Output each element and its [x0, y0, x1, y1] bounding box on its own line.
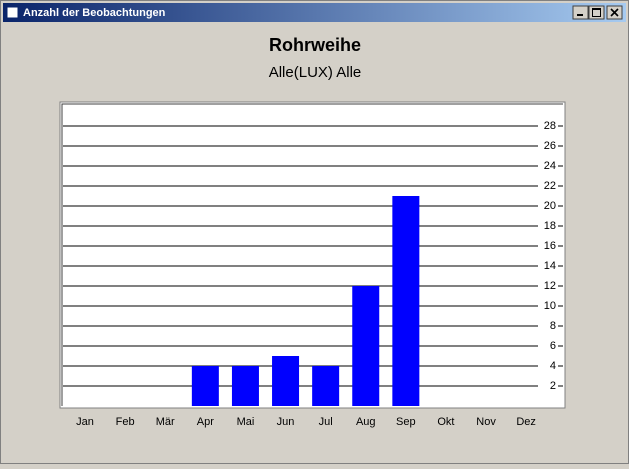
bar — [312, 366, 340, 406]
minimize-button[interactable] — [572, 5, 589, 20]
y-tick-label: 8 — [550, 320, 556, 332]
bar — [272, 356, 300, 406]
y-tick-label: 16 — [544, 240, 556, 252]
y-tick-label: 24 — [544, 160, 556, 172]
x-tick-label: Okt — [437, 416, 454, 428]
x-tick-label: Nov — [476, 416, 496, 428]
y-tick-label: 4 — [550, 360, 556, 372]
y-tick-label: 14 — [544, 260, 556, 272]
x-tick-label: Jun — [277, 416, 295, 428]
x-tick-label: Jan — [76, 416, 94, 428]
y-tick-label: 26 — [544, 140, 556, 152]
y-tick-label: 28 — [544, 120, 556, 132]
x-tick-label: Mär — [156, 416, 175, 428]
plot-edge — [61, 103, 565, 408]
x-tick-label: Aug — [356, 416, 376, 428]
y-tick-label: 12 — [544, 280, 556, 292]
chart-title: Rohrweihe — [269, 35, 361, 55]
bar — [231, 366, 259, 406]
y-tick-label: 6 — [550, 340, 556, 352]
bar — [392, 196, 420, 406]
plot-edge — [61, 103, 563, 406]
y-tick-label: 20 — [544, 200, 556, 212]
y-tick-label: 2 — [550, 380, 556, 392]
x-tick-label: Sep — [396, 416, 416, 428]
bar — [191, 366, 219, 406]
x-tick-label: Apr — [197, 416, 214, 428]
x-tick-label: Jul — [319, 416, 333, 428]
x-tick-label: Mai — [237, 416, 255, 428]
x-tick-label: Feb — [116, 416, 135, 428]
y-tick-label: 10 — [544, 300, 556, 312]
plot-area — [59, 101, 566, 409]
window-title: Anzahl der Beobachtungen — [23, 7, 166, 19]
maximize-button[interactable] — [588, 5, 605, 20]
y-tick-label: 18 — [544, 220, 556, 232]
close-button[interactable] — [606, 5, 623, 20]
window-icon — [6, 6, 19, 19]
x-tick-label: Dez — [516, 416, 536, 428]
bar — [352, 286, 380, 406]
y-tick-label: 22 — [544, 180, 556, 192]
chart-subtitle: Alle(LUX) Alle — [269, 64, 362, 81]
title-bar — [3, 3, 626, 22]
